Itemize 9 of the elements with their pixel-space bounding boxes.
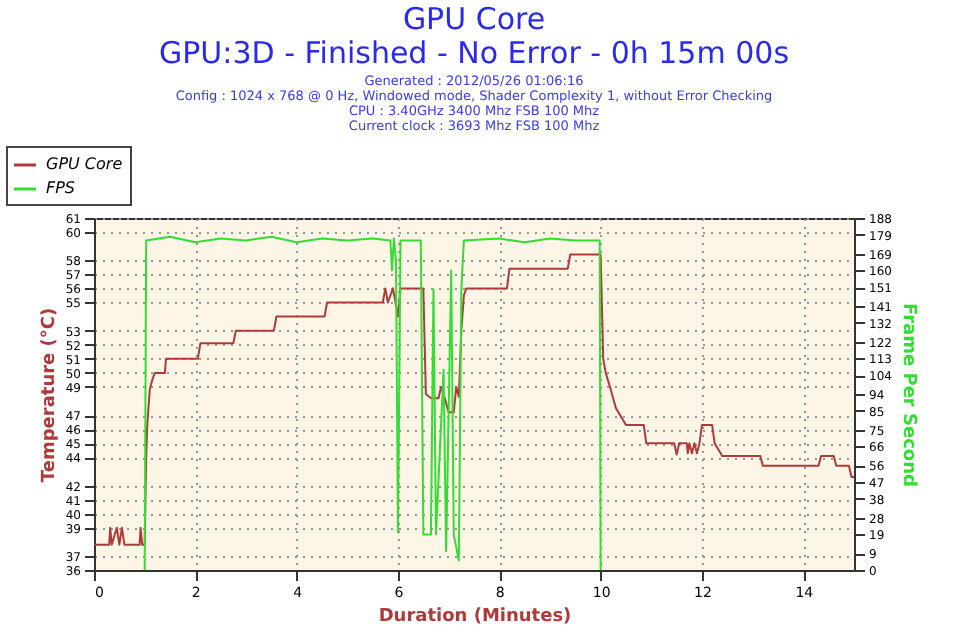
chart-title: GPU Core <box>402 1 546 37</box>
chart-subtitle: GPU:3D - Finished - No Error - 0h 15m 00s <box>158 35 790 71</box>
line-series <box>93 253 855 546</box>
legend-label: GPU Core <box>46 155 123 173</box>
y2-axis-title: Frame Per Second <box>897 303 918 487</box>
legend-label: FPS <box>46 179 76 197</box>
line-series <box>143 235 602 571</box>
y-axis-title: Temperature (°C) <box>39 307 60 483</box>
x-axis-title: Duration (Minutes) <box>378 607 572 627</box>
